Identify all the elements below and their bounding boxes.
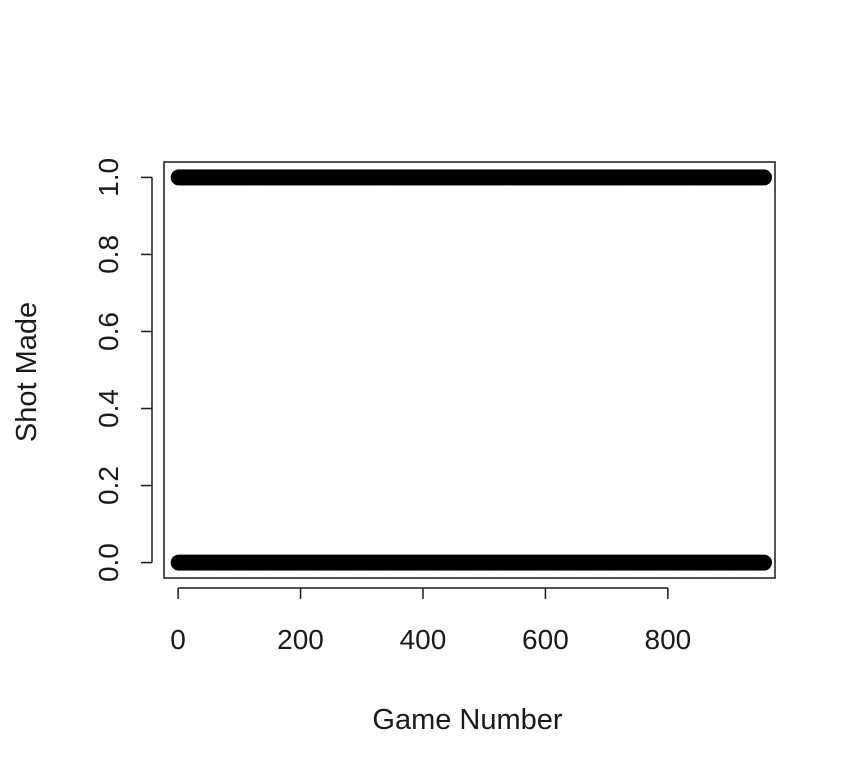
data-point: [755, 554, 772, 571]
data-point: [755, 169, 772, 186]
points-layer: [170, 169, 772, 571]
x-tick-label: 400: [400, 624, 447, 655]
y-axis: 0.0 0.2 0.4 0.6 0.8 1.0: [93, 158, 153, 582]
y-tick-label: 1.0: [93, 158, 124, 197]
y-tick-label: 0.8: [93, 235, 124, 274]
x-tick-label: 0: [170, 624, 186, 655]
plot-frame: [163, 161, 776, 579]
y-tick-label: 0.6: [93, 312, 124, 351]
y-tick-label: 0.4: [93, 389, 124, 428]
x-tick-label: 800: [645, 624, 692, 655]
y-axis-title: Shot Made: [11, 302, 43, 442]
y-tick-label: 0.0: [93, 543, 124, 582]
x-tick-label: 600: [522, 624, 569, 655]
x-axis: 0 200 400 600 800: [170, 587, 692, 655]
x-tick-label: 200: [277, 624, 324, 655]
y-tick-label: 0.2: [93, 466, 124, 505]
x-axis-title: Game Number: [372, 704, 563, 736]
